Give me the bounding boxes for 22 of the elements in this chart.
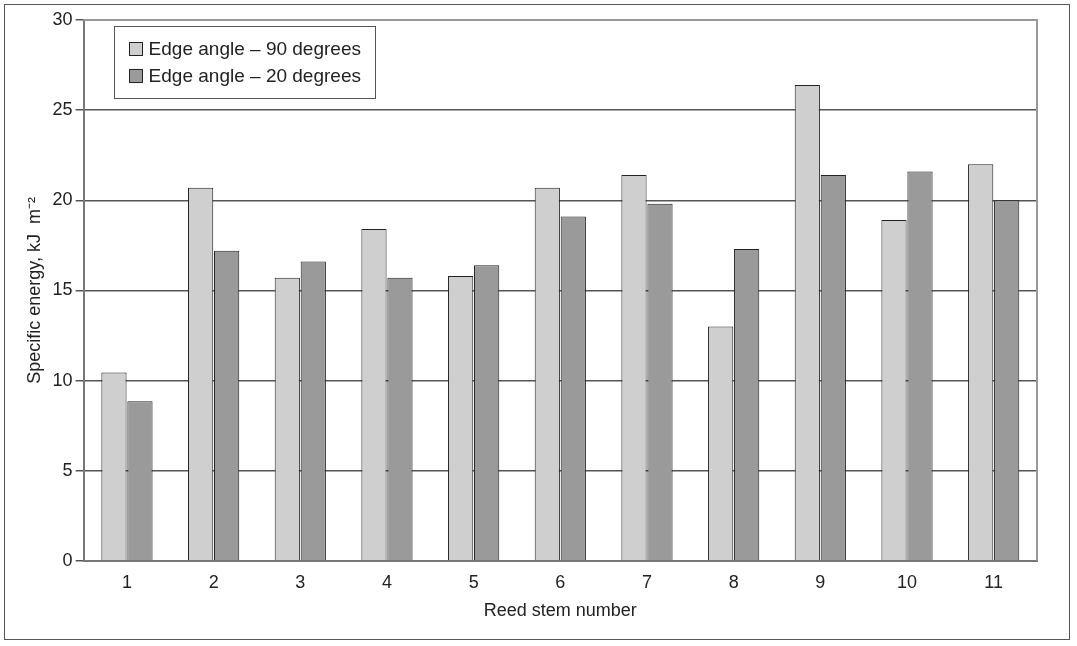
y-axis-title: Specific energy, kJ m⁻² <box>23 197 44 384</box>
x-tick-label: 4 <box>381 571 392 592</box>
y-tick-label: 10 <box>52 369 73 390</box>
x-tick-label: 3 <box>295 571 306 592</box>
x-tick-label: 8 <box>728 571 739 592</box>
legend-label: Edge angle – 90 degrees <box>148 38 361 60</box>
y-tick-label: 30 <box>52 8 73 29</box>
x-tick-label: 1 <box>121 571 132 592</box>
y-tick-label: 5 <box>62 459 73 480</box>
y-tick-label: 0 <box>62 549 73 570</box>
y-tick-label: 15 <box>52 279 73 300</box>
legend-label: Edge angle – 20 degrees <box>148 65 361 87</box>
x-tick-label: 7 <box>641 571 652 592</box>
x-tick-label: 9 <box>815 571 826 592</box>
y-tick-label: 20 <box>52 189 73 210</box>
x-tick-label: 10 <box>896 571 918 592</box>
x-tick-label: 2 <box>208 571 219 592</box>
x-tick-label: 6 <box>555 571 566 592</box>
x-tick-label: 5 <box>468 571 479 592</box>
y-tick-label: 25 <box>52 99 73 120</box>
x-tick-label: 11 <box>984 571 1004 592</box>
x-axis-title: Reed stem number <box>483 600 637 621</box>
